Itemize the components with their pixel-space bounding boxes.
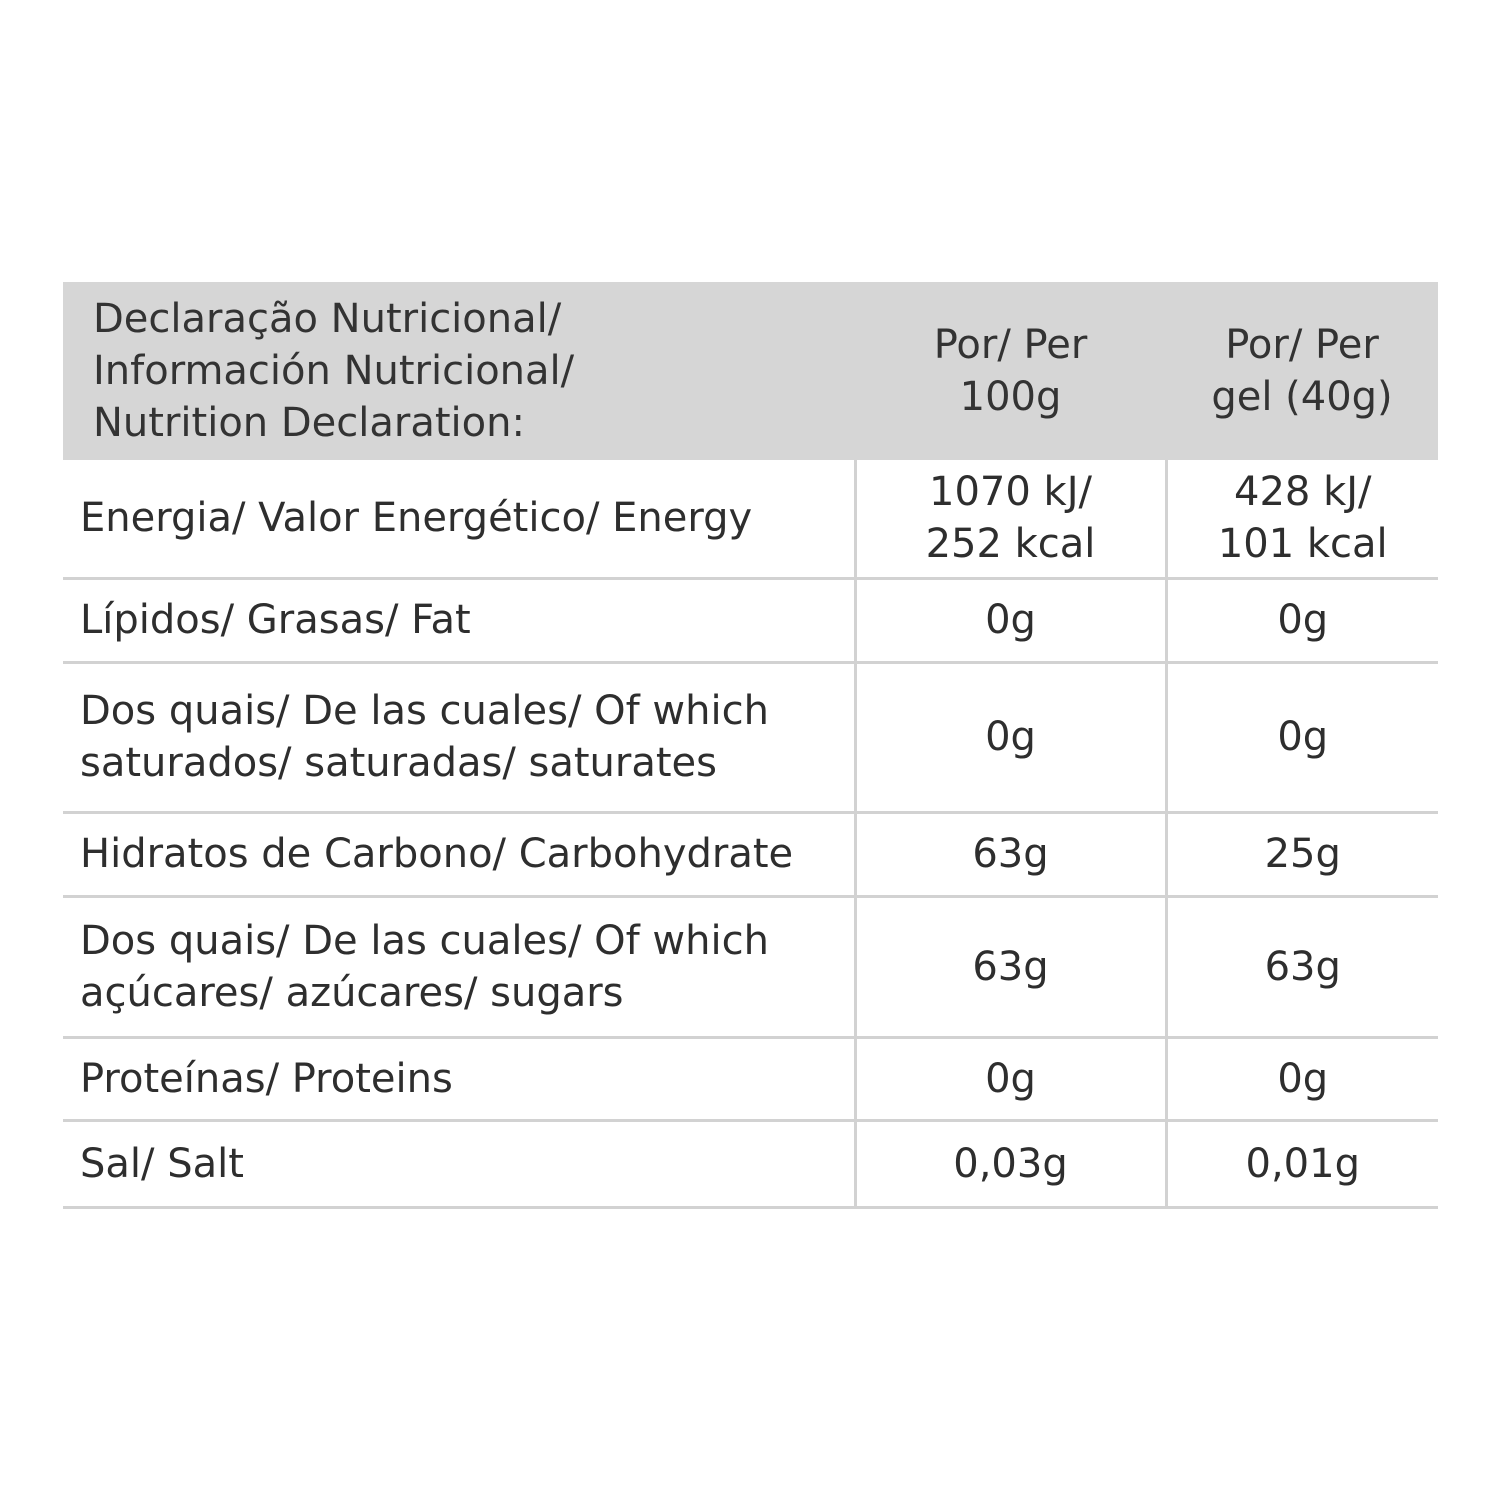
row-label: Hidratos de Carbono/ Carbohydrate — [63, 812, 855, 898]
value-per-100g: 0,03g — [853, 1120, 1166, 1209]
row-label: Energia/ Valor Energético/ Energy — [63, 460, 855, 580]
table-row-protein: Proteínas/ Proteins 0g 0g — [63, 1037, 1438, 1122]
table-row-salt: Sal/ Salt 0,03g 0,01g — [63, 1120, 1438, 1209]
row-label: Proteínas/ Proteins — [63, 1037, 855, 1122]
header-row: Declaração Nutricional/ Información Nutr… — [63, 282, 1438, 460]
value-per-100g: 63g — [853, 896, 1166, 1039]
value-per-serving: 0,01g — [1164, 1120, 1438, 1209]
header-per-100g: Por/ Per 100g — [855, 282, 1166, 460]
row-label: Dos quais/ De las cuales/ Of which açúca… — [63, 896, 855, 1039]
row-label: Dos quais/ De las cuales/ Of which satur… — [63, 662, 855, 814]
value-per-serving: 25g — [1164, 812, 1438, 898]
value-per-100g: 63g — [853, 812, 1166, 898]
table-title: Declaração Nutricional/ Información Nutr… — [63, 282, 855, 460]
value-per-100g: 1070 kJ/ 252 kcal — [853, 460, 1166, 580]
value-per-100g: 0g — [853, 1037, 1166, 1122]
table-row-energy: Energia/ Valor Energético/ Energy 1070 k… — [63, 460, 1438, 580]
value-per-serving: 0g — [1164, 662, 1438, 814]
table-row-saturates: Dos quais/ De las cuales/ Of which satur… — [63, 662, 1438, 814]
table-row-carbohydrate: Hidratos de Carbono/ Carbohydrate 63g 25… — [63, 812, 1438, 898]
value-per-100g: 0g — [853, 578, 1166, 664]
row-label: Sal/ Salt — [63, 1120, 855, 1209]
table-row-sugars: Dos quais/ De las cuales/ Of which açúca… — [63, 896, 1438, 1039]
value-per-serving: 428 kJ/ 101 kcal — [1164, 460, 1438, 580]
value-per-100g: 0g — [853, 662, 1166, 814]
header-per-serving: Por/ Per gel (40g) — [1166, 282, 1438, 460]
table-row-fat: Lípidos/ Grasas/ Fat 0g 0g — [63, 578, 1438, 664]
nutrition-table: Declaração Nutricional/ Información Nutr… — [63, 282, 1438, 1209]
value-per-serving: 0g — [1164, 578, 1438, 664]
value-per-serving: 0g — [1164, 1037, 1438, 1122]
row-label: Lípidos/ Grasas/ Fat — [63, 578, 855, 664]
value-per-serving: 63g — [1164, 896, 1438, 1039]
